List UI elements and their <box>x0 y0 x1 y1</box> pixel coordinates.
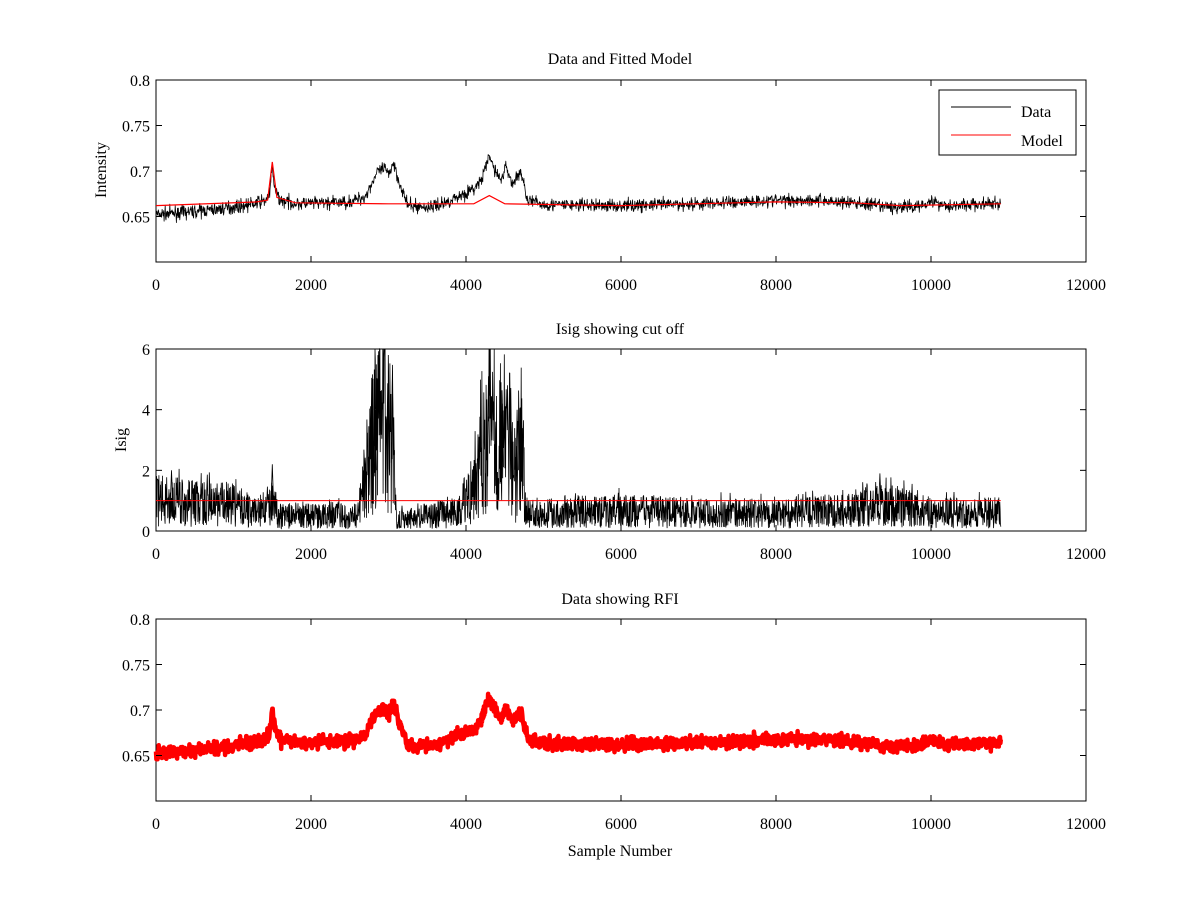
x-tick-label: 6000 <box>605 546 637 563</box>
chart-title: Data showing RFI <box>561 591 678 608</box>
ticks: 0 2000 4000 6000 8000 10000 12000 0.65 0.7 0.75 0.… <box>122 73 1106 294</box>
x-tick-label: 0 <box>152 277 160 294</box>
legend-box <box>938 89 1077 156</box>
y-tick-label: 0.7 <box>130 164 150 181</box>
x-tick-label: 2000 <box>295 546 327 563</box>
x-tick-label: 4000 <box>450 546 482 563</box>
y-tick-label: 0.8 <box>130 612 150 629</box>
plot-area <box>155 154 1002 223</box>
x-tick-label: 8000 <box>760 816 792 833</box>
x-tick-label: 0 <box>152 546 160 563</box>
axes-frame <box>155 618 1087 802</box>
y-axis-label: Intensity <box>93 142 110 198</box>
plot-area <box>153 691 1004 762</box>
y-tick-label: 0.8 <box>130 73 150 90</box>
y-tick-label: 0 <box>142 524 150 541</box>
x-tick-label: 8000 <box>760 277 792 294</box>
y-tick-label: 0.65 <box>122 210 150 227</box>
y-tick-label: 6 <box>142 342 150 359</box>
x-tick-label: 4000 <box>450 277 482 294</box>
x-axis-label: Sample Number <box>568 843 673 860</box>
y-tick-label: 0.65 <box>122 749 150 766</box>
y-tick-label: 4 <box>142 403 150 420</box>
x-tick-label: 10000 <box>911 816 951 833</box>
x-tick-label: 2000 <box>295 277 327 294</box>
series-peaks <box>169 376 882 506</box>
legend-label-model: Model <box>1021 133 1063 150</box>
ticks: 0 2000 4000 6000 8000 10000 12000 0.65 0.7 0.75 0.… <box>122 612 1106 833</box>
rfi-panel: Data showing RFI Sample Number 0 2000 4000… <box>122 591 1106 860</box>
y-tick-label: 0.75 <box>122 658 150 675</box>
chart-title: Data and Fitted Model <box>548 51 693 68</box>
x-tick-label: 4000 <box>450 816 482 833</box>
intensity-panel: Data and Fitted Model Intensity Data Mod… <box>93 51 1106 294</box>
series-line <box>155 154 1002 223</box>
series-line <box>153 691 1004 762</box>
chart-title: Isig showing cut off <box>556 321 685 338</box>
x-tick-label: 12000 <box>1066 277 1106 294</box>
x-tick-label: 10000 <box>911 277 951 294</box>
y-tick-label: 0.7 <box>130 703 150 720</box>
legend-label-data: Data <box>1021 104 1051 121</box>
isig-panel: Isig showing cut off Isig 0 2000 4000 6000 8… <box>113 321 1106 563</box>
x-tick-label: 2000 <box>295 816 327 833</box>
y-axis-label: Isig <box>113 428 130 452</box>
ticks: 0 2000 4000 6000 8000 10000 12000 0 2 4 6 <box>142 342 1106 563</box>
x-tick-label: 8000 <box>760 546 792 563</box>
series-line <box>155 347 1002 530</box>
series-line <box>155 161 1001 207</box>
legend: Data Model <box>938 89 1077 156</box>
x-tick-label: 6000 <box>605 816 637 833</box>
x-tick-label: 10000 <box>911 546 951 563</box>
x-tick-label: 6000 <box>605 277 637 294</box>
plot-area <box>155 347 1002 530</box>
x-tick-label: 0 <box>152 816 160 833</box>
x-tick-label: 12000 <box>1066 546 1106 563</box>
y-tick-label: 2 <box>142 463 150 480</box>
y-tick-label: 0.75 <box>122 119 150 136</box>
x-tick-label: 12000 <box>1066 816 1106 833</box>
